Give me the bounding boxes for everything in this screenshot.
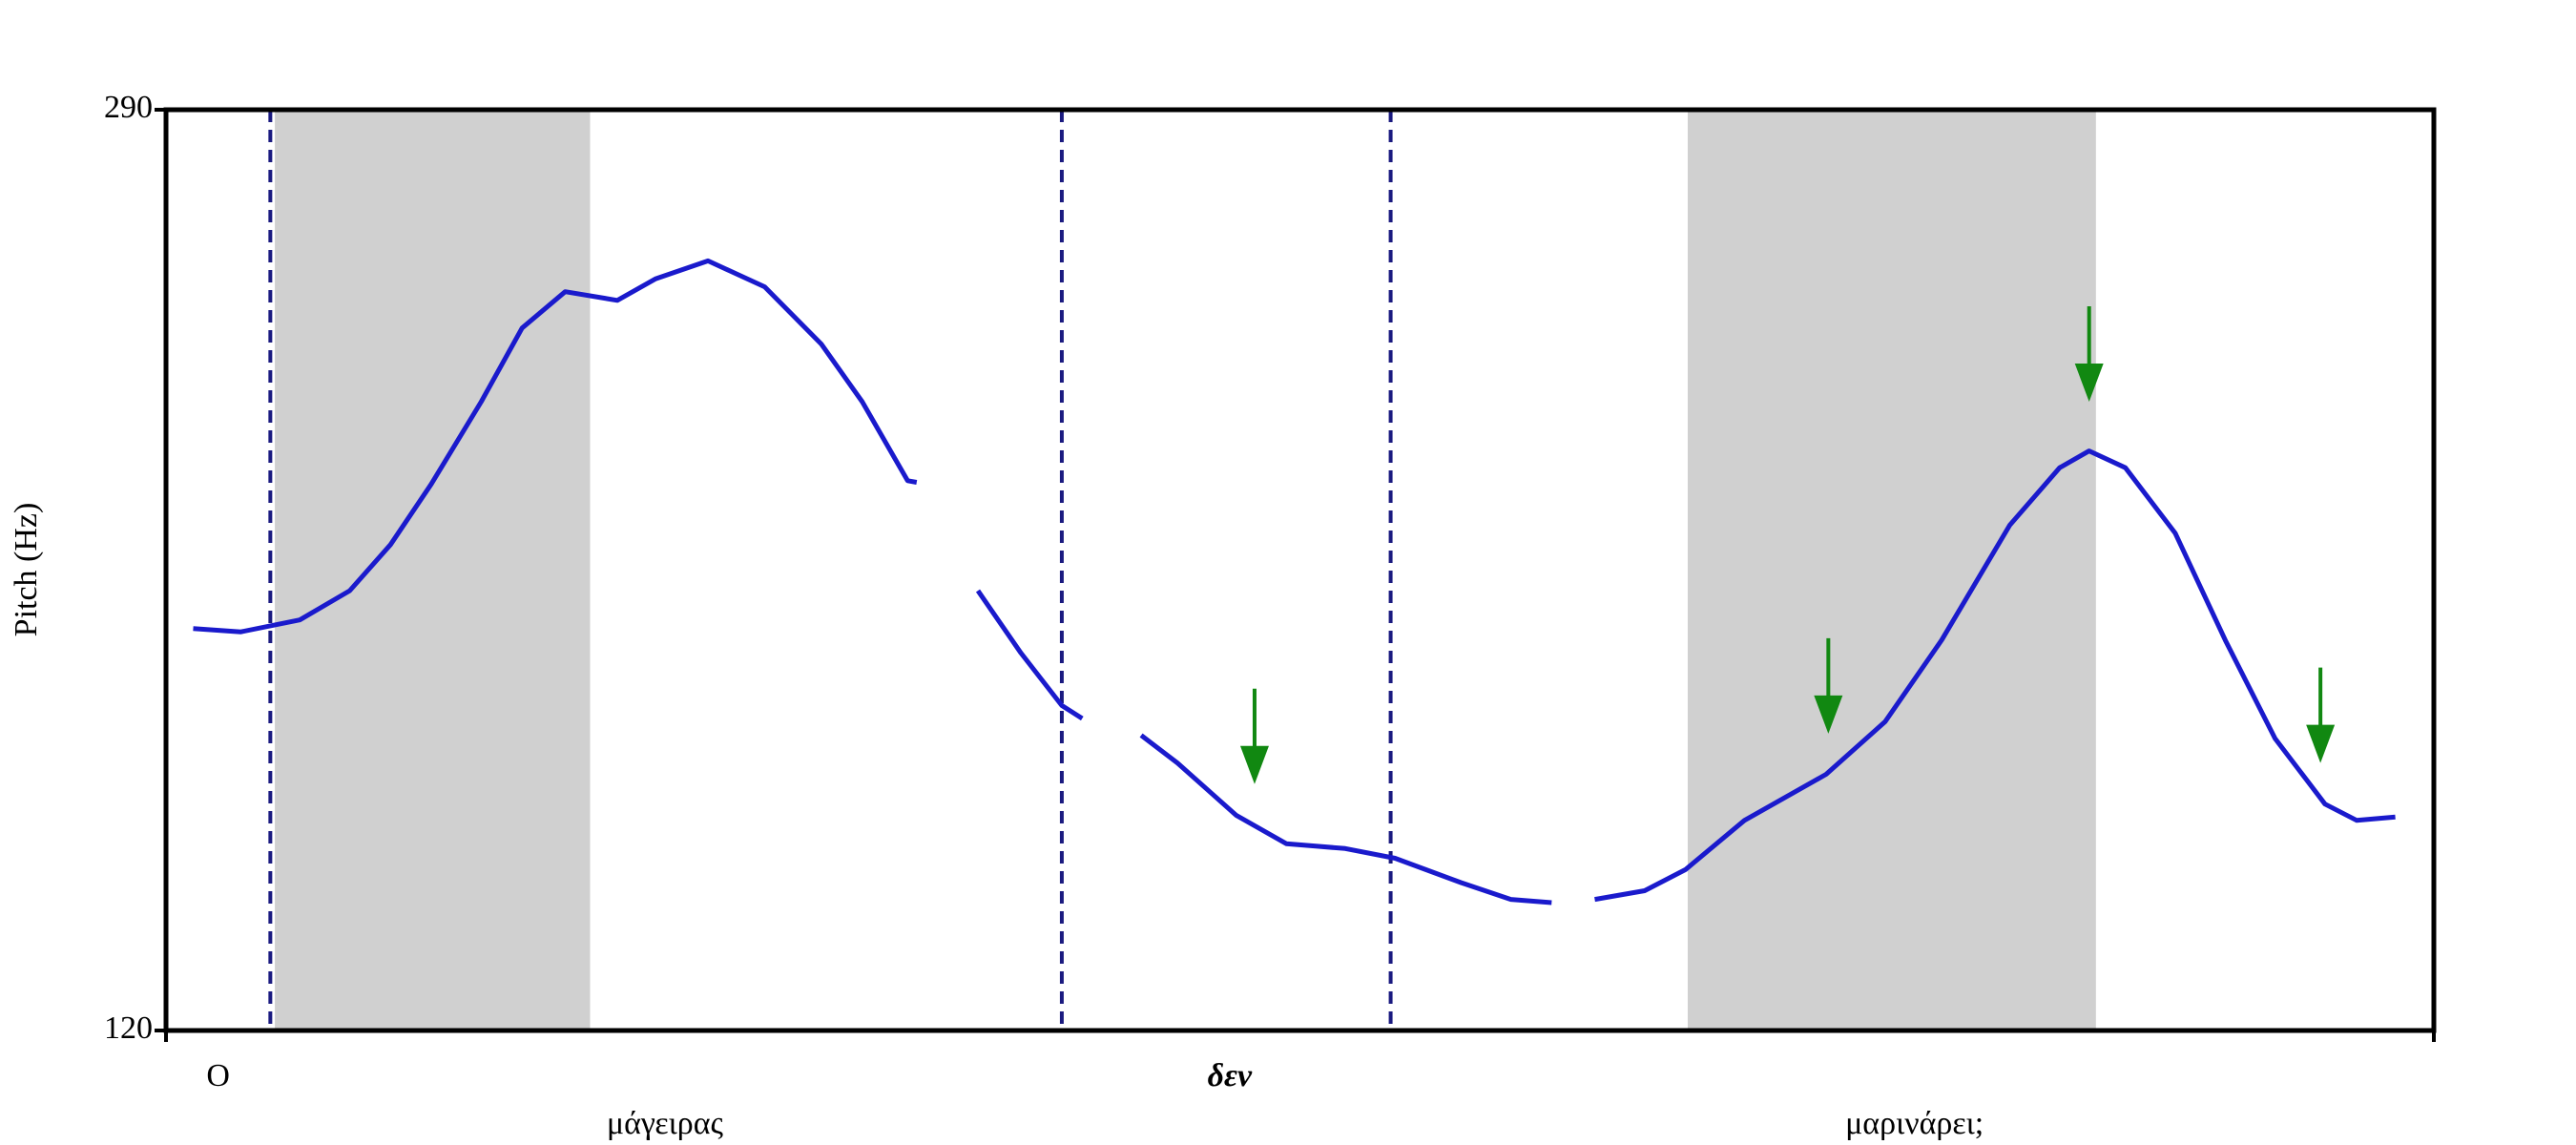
y-tick-label: 120 — [104, 1010, 153, 1046]
shaded-region — [275, 110, 591, 1030]
word-label: μάγειρας — [607, 1106, 724, 1141]
arrow — [2074, 305, 2104, 402]
arrow-head — [1239, 745, 1269, 784]
plot-frame — [163, 107, 2437, 1033]
arrow-head — [1814, 695, 1843, 734]
pitch-contour — [193, 258, 2396, 906]
word-label: μαρινάρει; — [1845, 1106, 1984, 1141]
shaded-region — [1687, 110, 2096, 1030]
arrow-head — [2074, 363, 2104, 402]
arrow-head — [2306, 724, 2336, 763]
arrow — [2306, 667, 2336, 763]
y-tick-label: 290 — [104, 90, 153, 125]
word-label: δεν — [1208, 1058, 1253, 1093]
arrow — [1814, 637, 1843, 734]
arrow — [1239, 688, 1269, 784]
word-label: O — [206, 1058, 230, 1093]
y-axis-label: Pitch (Hz) — [9, 503, 44, 637]
